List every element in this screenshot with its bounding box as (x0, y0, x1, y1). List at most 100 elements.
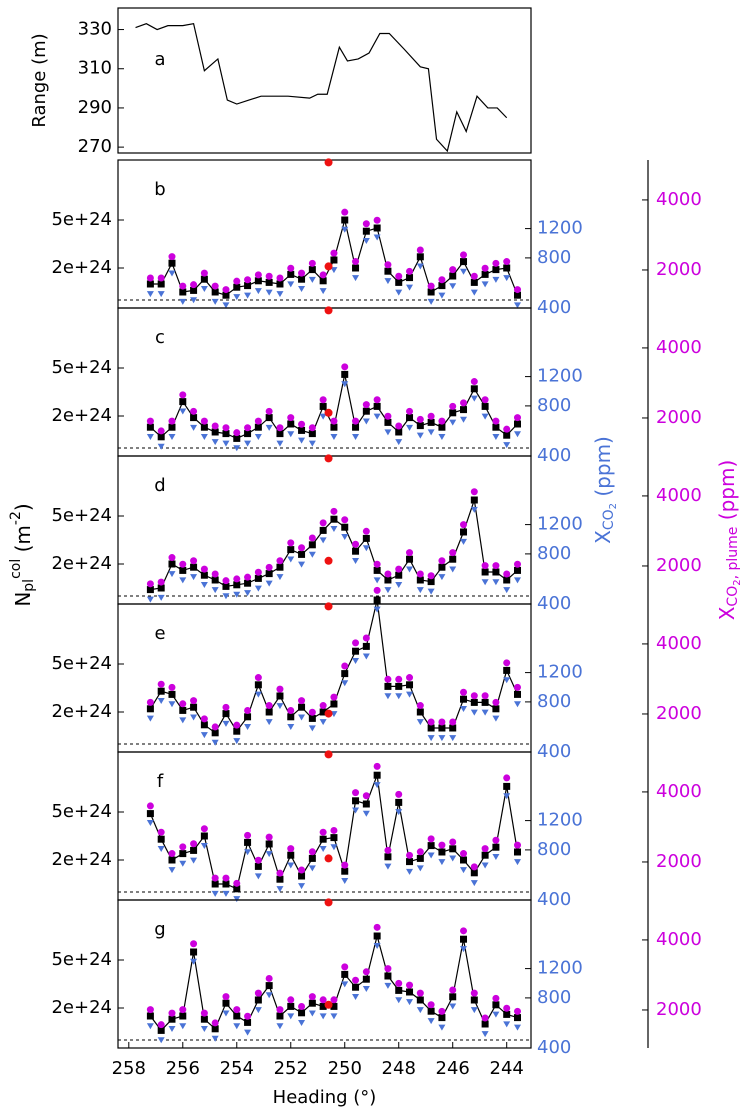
square-marker (168, 690, 176, 698)
circle-marker (406, 674, 414, 682)
axis-label: Nplcol (m-2) (8, 503, 37, 606)
square-marker (179, 288, 187, 296)
triangle-marker (449, 735, 457, 742)
circle-marker (438, 718, 446, 726)
circle-marker (503, 659, 511, 667)
circle-marker (298, 544, 306, 552)
triangle-marker (503, 793, 511, 800)
circle-marker (352, 976, 360, 984)
square-marker (406, 988, 414, 996)
square-marker (276, 1012, 284, 1020)
circle-marker (168, 417, 176, 425)
triangle-marker (373, 943, 381, 950)
circle-marker (514, 414, 522, 422)
square-marker (438, 848, 446, 856)
circle-marker (233, 277, 241, 285)
circle-marker (427, 718, 435, 726)
circle-marker (427, 282, 435, 290)
circle-marker (427, 835, 435, 843)
circle-marker (481, 562, 489, 570)
y3-tick-label: 2000 (656, 407, 702, 428)
square-marker (481, 1020, 489, 1028)
square-marker (276, 563, 284, 571)
triangle-marker (362, 985, 370, 992)
triangle-marker (233, 294, 241, 301)
square-marker (265, 278, 273, 286)
square-marker (298, 426, 306, 434)
square-marker (276, 692, 284, 700)
square-marker (190, 703, 198, 711)
triangle-marker (373, 577, 381, 584)
square-marker (276, 875, 284, 883)
circle-marker (406, 407, 414, 415)
square-marker (384, 418, 392, 426)
circle-marker (287, 706, 295, 714)
panel-letter: a (154, 49, 165, 70)
square-marker (352, 264, 360, 272)
triangle-marker (179, 408, 187, 415)
square-marker (373, 596, 381, 604)
circle-marker (298, 697, 306, 705)
circle-marker (503, 774, 511, 782)
square-marker (438, 423, 446, 431)
triangle-marker (352, 807, 360, 814)
square-marker (438, 1014, 446, 1022)
circle-marker (438, 1007, 446, 1015)
square-marker (222, 710, 230, 718)
square-marker (406, 555, 414, 563)
circle-marker (416, 848, 424, 856)
y-tick-label: 2e+24 (51, 997, 112, 1018)
circle-marker (254, 568, 262, 576)
axis-label-part: col (8, 559, 24, 579)
triangle-marker (514, 577, 522, 584)
circle-marker (222, 286, 230, 294)
circle-marker (362, 792, 370, 800)
circle-marker (514, 1007, 522, 1015)
square-marker (384, 972, 392, 980)
circle-marker (341, 208, 349, 216)
square-marker (157, 687, 165, 695)
circle-marker (190, 281, 198, 289)
square-marker (503, 264, 511, 272)
triangle-marker (254, 288, 262, 295)
circle-marker (319, 996, 327, 1004)
triangle-marker (341, 226, 349, 233)
triangle-marker (341, 981, 349, 988)
circle-marker (157, 274, 165, 282)
square-marker (481, 568, 489, 576)
y2-tick-label: 800 (537, 839, 571, 860)
square-marker (406, 858, 414, 866)
square-marker (503, 666, 511, 674)
triangle-marker (384, 863, 392, 870)
circle-marker (233, 879, 241, 887)
circle-marker (470, 378, 478, 386)
circle-marker (244, 276, 252, 284)
circle-marker (244, 573, 252, 581)
circle-marker (416, 415, 424, 423)
square-marker (352, 983, 360, 991)
triangle-marker (384, 587, 392, 594)
triangle-marker (373, 234, 381, 241)
circle-marker (276, 424, 284, 432)
x-tick-label: 250 (328, 1058, 362, 1079)
y2-tick-label: 1200 (537, 366, 583, 387)
dot-marker (324, 262, 333, 271)
square-marker (179, 566, 187, 574)
triangle-marker (157, 443, 165, 450)
square-marker (308, 430, 316, 438)
circle-marker (308, 993, 316, 1001)
circle-marker (157, 828, 165, 836)
triangle-marker (254, 1007, 262, 1014)
triangle-marker (168, 270, 176, 277)
panel-letter: b (154, 179, 165, 200)
x-tick-label: 252 (274, 1058, 308, 1079)
triangle-marker (470, 1007, 478, 1014)
circle-marker (298, 1002, 306, 1010)
triangle-marker (298, 1020, 306, 1027)
triangle-marker (190, 574, 198, 581)
circle-marker (265, 833, 273, 841)
circle-marker (438, 276, 446, 284)
triangle-marker (200, 434, 208, 441)
triangle-marker (352, 994, 360, 1001)
